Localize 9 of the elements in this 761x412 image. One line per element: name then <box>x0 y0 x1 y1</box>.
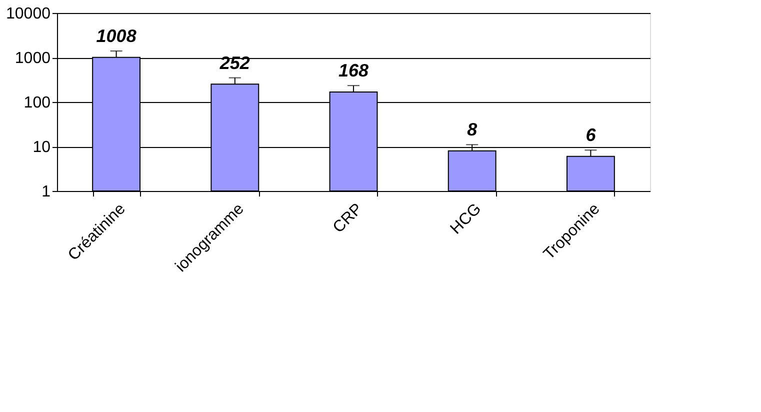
y-tick-label: 10 <box>32 139 51 156</box>
data-label: 1008 <box>96 26 136 46</box>
y-tick-label: 10000 <box>6 6 51 22</box>
data-label: 6 <box>586 125 597 146</box>
data-label: 8 <box>467 120 478 140</box>
y-tick-label: 1000 <box>14 50 51 67</box>
y-tick-label: 1 <box>42 184 51 200</box>
y-tick-label: 100 <box>24 94 51 112</box>
data-label: 168 <box>338 60 369 81</box>
